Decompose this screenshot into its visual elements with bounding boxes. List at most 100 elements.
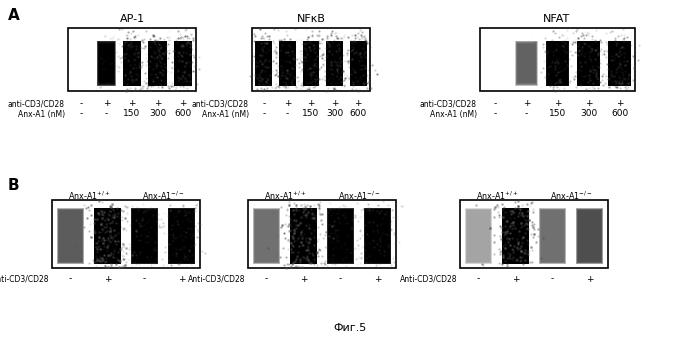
Bar (328, 209, 354, 263)
Bar (175, 43, 191, 83)
Bar (256, 41, 272, 86)
Bar (290, 209, 316, 263)
Bar (150, 44, 165, 82)
Text: +: + (307, 99, 315, 109)
Bar (304, 44, 318, 82)
Bar (59, 211, 82, 262)
Bar (256, 42, 272, 85)
Bar (123, 41, 141, 85)
Bar (576, 209, 603, 264)
Bar (254, 209, 279, 263)
Bar (170, 210, 193, 262)
Bar (351, 44, 365, 82)
Bar (327, 42, 342, 85)
Bar (125, 44, 139, 83)
Bar (257, 44, 271, 82)
Bar (467, 210, 490, 262)
Text: 300: 300 (326, 110, 343, 119)
Text: +: + (300, 275, 307, 283)
Bar (132, 210, 157, 263)
Text: +: + (154, 99, 162, 109)
Bar (578, 41, 599, 85)
Bar (279, 40, 296, 86)
Bar (327, 42, 342, 85)
Bar (280, 42, 295, 84)
Bar (255, 210, 279, 262)
Bar (503, 209, 528, 263)
Bar (149, 42, 166, 84)
Bar (96, 210, 119, 262)
Bar (169, 210, 193, 262)
Bar (517, 44, 536, 83)
Bar (540, 210, 564, 262)
Bar (169, 209, 194, 263)
Bar (291, 210, 316, 263)
Bar (132, 209, 158, 264)
Bar (328, 210, 353, 262)
Bar (541, 210, 564, 262)
Bar (517, 43, 536, 83)
Bar (132, 209, 158, 263)
Bar (290, 209, 316, 264)
Bar (351, 42, 366, 84)
Bar (547, 41, 568, 85)
Bar (351, 43, 365, 83)
Text: -: - (69, 275, 72, 283)
Bar (540, 209, 566, 264)
Bar (365, 210, 389, 262)
Bar (94, 208, 120, 264)
Bar (539, 208, 566, 264)
Text: Anx-A1$^{-/-}$: Anx-A1$^{-/-}$ (141, 190, 184, 203)
Bar (517, 44, 536, 82)
Bar (516, 42, 537, 85)
Bar (608, 41, 631, 86)
Bar (96, 210, 119, 262)
Bar (365, 209, 391, 264)
Bar (579, 43, 598, 84)
Text: 150: 150 (302, 110, 320, 119)
Bar (148, 41, 167, 86)
Bar (303, 42, 319, 84)
Bar (480, 28, 635, 91)
Bar (302, 41, 319, 86)
Bar (515, 41, 538, 86)
Bar (517, 42, 536, 84)
Bar (58, 210, 83, 263)
Bar (291, 209, 316, 263)
Bar (59, 210, 82, 262)
Bar (328, 209, 354, 264)
Bar (467, 211, 490, 262)
Bar (98, 43, 115, 84)
Bar (175, 42, 191, 84)
Bar (547, 41, 568, 85)
Bar (466, 209, 491, 264)
Bar (547, 42, 568, 85)
Bar (303, 42, 319, 85)
Bar (328, 43, 342, 83)
Bar (169, 210, 194, 263)
Bar (254, 210, 279, 263)
Bar (150, 44, 165, 83)
Bar (328, 210, 352, 262)
Bar (95, 210, 120, 263)
Bar (460, 200, 608, 268)
Bar (125, 44, 139, 82)
Bar (98, 42, 115, 85)
Bar (516, 41, 537, 85)
Bar (124, 42, 141, 84)
Bar (365, 210, 389, 262)
Bar (97, 41, 116, 86)
Bar (256, 41, 272, 86)
Text: +: + (284, 99, 291, 109)
Bar (98, 43, 115, 84)
Bar (132, 209, 157, 263)
Bar (609, 42, 630, 85)
Bar (578, 210, 601, 262)
Bar (255, 210, 278, 262)
Text: B: B (8, 178, 20, 193)
Bar (99, 44, 114, 82)
Bar (304, 44, 318, 82)
Bar (466, 209, 491, 263)
Bar (175, 43, 191, 84)
Text: +: + (554, 99, 561, 109)
